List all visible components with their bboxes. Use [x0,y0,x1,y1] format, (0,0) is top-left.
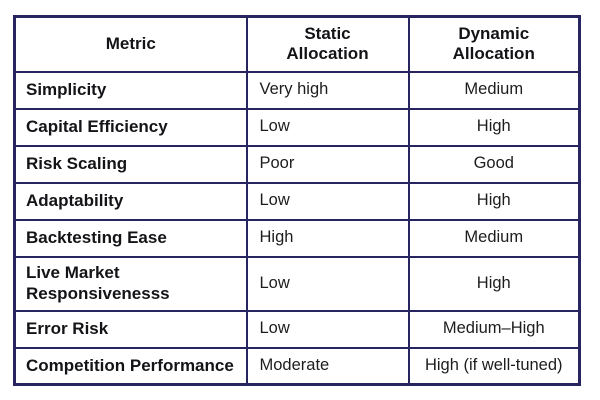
table-body: Simplicity Very high Medium Capital Effi… [13,70,581,386]
table-row-live-market-responsiveness: Live Market Responsivenesss Low High [13,255,581,312]
metric-cell: Capital Efficiency [13,107,248,147]
metric-cell: Error Risk [13,309,248,349]
metric-cell: Backtesting Ease [13,218,248,258]
dynamic-allocation-cell: High [407,107,581,147]
dynamic-allocation-cell: Good [407,144,581,184]
table-row-adaptability: Adaptability Low High [13,181,581,221]
dynamic-allocation-cell: Medium–High [407,309,581,349]
dynamic-allocation-cell: High (if well-tuned) [407,346,581,386]
metric-cell: Adaptability [13,181,248,221]
column-header-metric: Metric [13,15,248,73]
dynamic-allocation-cell: High [407,181,581,221]
table-header: Metric Static Allocation Dynamic Allocat… [13,15,581,73]
table-row-capital-efficiency: Capital Efficiency Low High [13,107,581,147]
metric-cell: Simplicity [13,70,248,110]
static-allocation-cell: Very high [245,70,410,110]
static-allocation-cell: Low [245,107,410,147]
header-row: Metric Static Allocation Dynamic Allocat… [13,15,581,73]
table-row-simplicity: Simplicity Very high Medium [13,70,581,110]
static-allocation-cell: Low [245,309,410,349]
static-allocation-cell: High [245,218,410,258]
static-allocation-cell: Moderate [245,346,410,386]
column-header-dynamic-allocation: Dynamic Allocation [407,15,581,73]
metric-cell: Risk Scaling [13,144,248,184]
static-allocation-cell: Low [245,255,410,312]
metric-cell: Competition Performance [13,346,248,386]
static-allocation-cell: Low [245,181,410,221]
table-row-error-risk: Error Risk Low Medium–High [13,309,581,349]
dynamic-allocation-cell: Medium [407,70,581,110]
table-row-risk-scaling: Risk Scaling Poor Good [13,144,581,184]
table-row-competition-performance: Competition Performance Moderate High (i… [13,346,581,386]
table-row-backtesting-ease: Backtesting Ease High Medium [13,218,581,258]
metric-cell: Live Market Responsivenesss [13,255,248,312]
dynamic-allocation-cell: High [407,255,581,312]
static-allocation-cell: Poor [245,144,410,184]
allocation-comparison-table: Metric Static Allocation Dynamic Allocat… [13,15,581,386]
dynamic-allocation-cell: Medium [407,218,581,258]
column-header-static-allocation: Static Allocation [245,15,410,73]
